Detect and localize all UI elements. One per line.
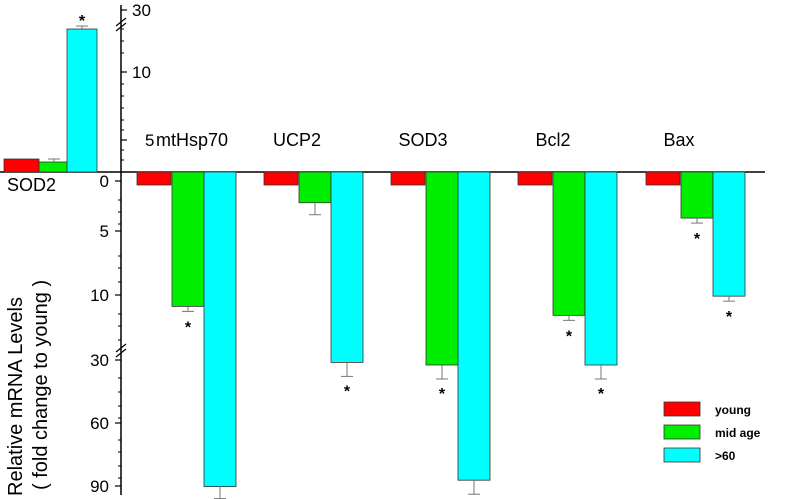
axis-break-mark xyxy=(115,343,127,353)
bar-bcl2-young xyxy=(517,171,553,186)
bars-group: ********** xyxy=(3,13,746,499)
group-label-sod3: SOD3 xyxy=(398,130,447,150)
y-tick-label: 60 xyxy=(90,414,109,433)
legend-swatch-0 xyxy=(663,401,701,417)
bar-sod3-mid-age xyxy=(425,171,459,366)
axis-break-mark xyxy=(115,22,127,32)
significance-star: * xyxy=(439,386,446,403)
significance-star: * xyxy=(185,319,192,336)
bar-mthsp70-mid-age xyxy=(171,171,205,307)
y-tick-label: 5 xyxy=(145,131,154,150)
y-axis-title-line1: Relative mRNA Levels xyxy=(5,297,27,496)
axis-break-mark xyxy=(115,348,127,358)
bar-mthsp70-60 xyxy=(203,171,237,488)
bar-bcl2-60 xyxy=(584,171,618,366)
significance-star: * xyxy=(598,386,605,403)
y-tick-label: 5 xyxy=(100,222,109,241)
group-label-bax: Bax xyxy=(663,130,694,150)
bar-mthsp70-young xyxy=(136,171,172,186)
bar-bcl2-mid-age xyxy=(552,171,586,316)
group-label-sod2: SOD2 xyxy=(7,175,56,195)
y-tick-label: 30 xyxy=(90,351,109,370)
significance-star: * xyxy=(726,309,733,326)
y-axis-title-line2: ( fold change to young ) xyxy=(30,280,52,490)
bar-sod3-young xyxy=(390,171,426,186)
bar-ucp2-60 xyxy=(330,171,364,363)
group-label-ucp2: UCP2 xyxy=(273,130,321,150)
axis-break-mark xyxy=(115,17,127,27)
significance-star: * xyxy=(79,13,86,30)
group-label-mthsp70: mtHsp70 xyxy=(156,130,228,150)
bar-sod2-60 xyxy=(66,28,98,173)
y-axis-group: 30 10 5 0 5 10 30 60 90 xyxy=(0,1,765,496)
group-label-bcl2: Bcl2 xyxy=(535,130,570,150)
bar-bax-young xyxy=(645,171,681,186)
bar-sod2-mid-age xyxy=(38,161,70,173)
significance-star: * xyxy=(344,383,351,400)
significance-star: * xyxy=(566,328,573,345)
y-tick-label: 0 xyxy=(100,172,109,191)
bar-sod3-60 xyxy=(457,171,491,481)
bar-ucp2-young xyxy=(263,171,299,186)
legend: young mid age >60 xyxy=(663,401,761,463)
legend-label-1: mid age xyxy=(715,426,761,440)
bar-sod2-young xyxy=(3,158,40,173)
y-tick-label: 30 xyxy=(132,1,151,20)
y-tick-label: 10 xyxy=(90,286,109,305)
legend-swatch-1 xyxy=(663,424,701,440)
bar-ucp2-mid-age xyxy=(298,171,332,204)
legend-label-0: young xyxy=(715,403,751,417)
significance-star: * xyxy=(694,231,701,248)
y-tick-label: 90 xyxy=(90,477,109,496)
legend-swatch-2 xyxy=(663,447,701,463)
labels-group: SOD2 mtHsp70 UCP2 SOD3 Bcl2 Bax xyxy=(7,130,695,195)
bar-bax-60 xyxy=(712,171,746,297)
legend-label-2: >60 xyxy=(715,449,736,463)
bar-bax-mid-age xyxy=(680,171,714,219)
y-tick-label: 10 xyxy=(132,63,151,82)
